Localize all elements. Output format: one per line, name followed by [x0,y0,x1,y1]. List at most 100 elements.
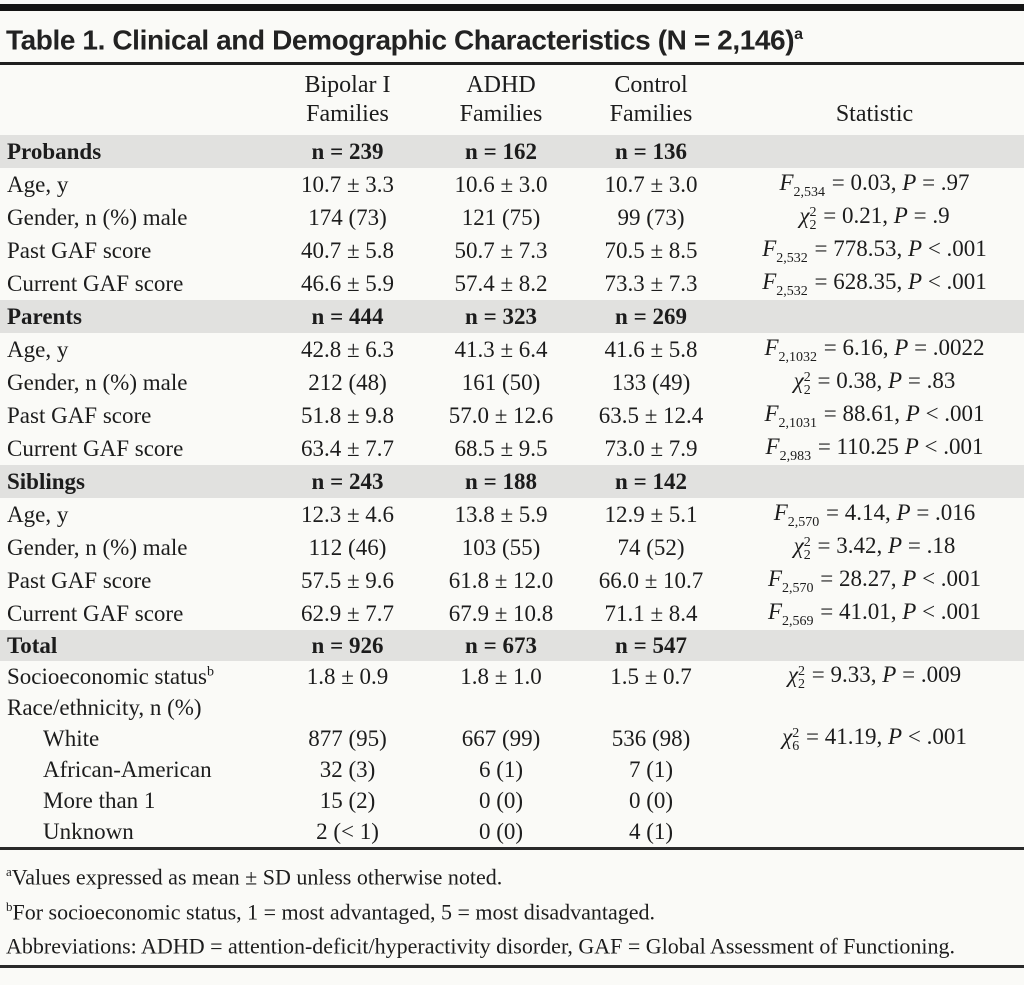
stat-subscript: 2,983 [779,449,812,465]
table-row: Age, y 42.8 ± 6.3 41.3 ± 6.4 41.6 ± 5.8 … [0,333,1024,366]
stat-value: = 6.16, [818,335,895,361]
cell-bipolar: 46.6 ± 5.9 [300,270,395,296]
section-n-bipolar: n = 239 [311,138,384,164]
cell-control: 536 (98) [611,725,691,751]
row-label: Age, y [0,502,270,528]
stat-subscript: 2,570 [787,515,820,531]
footnote-b: bFor socioeconomic status, 1 = most adva… [6,892,1014,926]
row-label-text: Unknown [43,818,134,844]
stat-supsub: 2,983 [779,437,812,465]
cell-adhd: 10.6 ± 3.0 [454,171,548,197]
stat-p-value: = .016 [910,500,976,526]
stat-value: = 628.35, [808,269,908,295]
stat-p-symbol: P [908,236,923,262]
section-parents: Parents n = 444 n = 323 n = 269 Age, y 4… [0,300,1024,465]
table-title: Table 1. Clinical and Demographic Charac… [0,11,1024,62]
table-row: Current GAF score 46.6 ± 5.9 57.4 ± 8.2 … [0,267,1024,300]
cell-statistic: F 2,570 = 4.14, P = .016 [725,500,1024,531]
section-header-row-parents: Parents n = 444 n = 323 n = 269 [0,300,1024,334]
section-n-adhd: n = 323 [465,303,537,329]
column-header-bipolar-families: Bipolar I Families [270,71,425,129]
section-label: Siblings [7,468,85,494]
stat-subscript: 6 [792,739,800,755]
row-label: Current GAF score [0,601,270,627]
stat-p-value: = .0022 [908,335,985,361]
row-label-text: More than 1 [43,787,156,813]
column-header-line: Families [459,101,543,128]
stat-symbol: χ [787,662,799,688]
column-header-statistic: Statistic [725,100,1024,129]
table-row: Gender, n (%) male 212 (48) 161 (50) 133… [0,366,1024,399]
cell-control: 4 (1) [628,818,674,844]
cell-bipolar: 212 (48) [308,369,387,395]
section-probands: Probands n = 239 n = 162 n = 136 Age, y … [0,135,1024,300]
row-label: Socioeconomic statusb [0,664,270,690]
stat-subscript: 2 [803,383,811,399]
stat-supsub: 2,1031 [778,404,818,432]
cell-statistic: F 2,1031 = 88.61, P < .001 [725,401,1024,432]
stat-symbol: χ [782,724,793,750]
row-label: Gender, n (%) male [0,205,270,231]
stat-p-value: = .18 [902,533,956,559]
section-n-adhd: n = 673 [465,632,537,658]
stat-supsub: 2,570 [782,569,814,597]
cell-statistic: F 2,534 = 0.03, P = .97 [725,170,1024,201]
stat-p-value: = .83 [902,368,956,394]
stat-symbol: F [765,434,780,460]
bottom-rule [0,965,1024,969]
section-label: Probands [7,138,102,164]
stat-supsub: 2,534 [793,173,826,201]
stat-subscript: 2,534 [793,185,826,201]
cell-bipolar: 51.8 ± 9.8 [300,402,395,428]
row-label-text: Past GAF score [7,402,152,428]
stat-p-symbol: P [894,335,909,361]
stat-superscript: 2 [803,370,811,386]
stat-p-value: < .001 [922,269,987,295]
section-label: Parents [7,303,82,329]
table-row: Race/ethnicity, n (%) [0,692,1024,723]
section-header-row-total: Total n = 926 n = 673 n = 547 [0,630,1024,662]
stat-p-symbol: P [888,368,903,394]
stat-value: = 0.21, [817,203,894,229]
row-label: Unknown [0,819,270,845]
cell-adhd: 667 (99) [461,725,541,751]
cell-bipolar: 112 (46) [308,534,387,560]
stat-subscript: 2,1031 [778,416,818,432]
cell-adhd: 103 (55) [461,534,541,560]
cell-adhd: 57.0 ± 12.6 [448,402,554,428]
cell-bipolar: 57.5 ± 9.6 [300,567,395,593]
cell-control: 1.5 ± 0.7 [610,663,692,689]
stat-symbol: χ [799,203,810,229]
stat-p-value: < .001 [902,724,967,750]
stat-subscript: 2,569 [782,614,814,630]
cell-adhd: 6 (1) [478,756,524,782]
cell-statistic: F 2,1032 = 6.16, P = .0022 [725,335,1024,365]
stat-subscript: 2,532 [776,284,808,300]
row-label-text: Socioeconomic status [7,663,207,689]
table-title-footnote-marker: a [794,26,803,43]
table-row: Current GAF score 62.9 ± 7.7 67.9 ± 10.8… [0,597,1024,630]
stat-symbol: F [767,599,783,625]
stat-subscript: 2,570 [782,581,814,597]
section-label: Total [7,632,58,658]
footnote-abbreviations: Abbreviations: ADHD = attention-deficit/… [6,926,1014,960]
stat-value: = 41.01, [814,599,903,625]
cell-control: 12.9 ± 5.1 [604,501,698,527]
cell-adhd: 57.4 ± 8.2 [454,270,548,296]
row-label-text: Gender, n (%) male [7,369,188,395]
cell-adhd: 1.8 ± 1.0 [460,663,542,689]
stat-superscript: 2 [792,726,800,742]
row-label-text: Current GAF score [7,600,184,626]
stat-subscript: 2,532 [776,251,808,267]
table-row: Socioeconomic statusb 1.8 ± 0.9 1.8 ± 1.… [0,661,1024,692]
stat-p-symbol: P [896,500,911,526]
cell-bipolar: 12.3 ± 4.6 [300,501,395,527]
cell-statistic: F 2,569 = 41.01, P < .001 [725,599,1024,630]
cell-control: 73.3 ± 7.3 [604,270,698,296]
stat-symbol: χ [793,368,804,394]
footnote-rule [0,847,1024,851]
row-label: Race/ethnicity, n (%) [0,695,270,721]
